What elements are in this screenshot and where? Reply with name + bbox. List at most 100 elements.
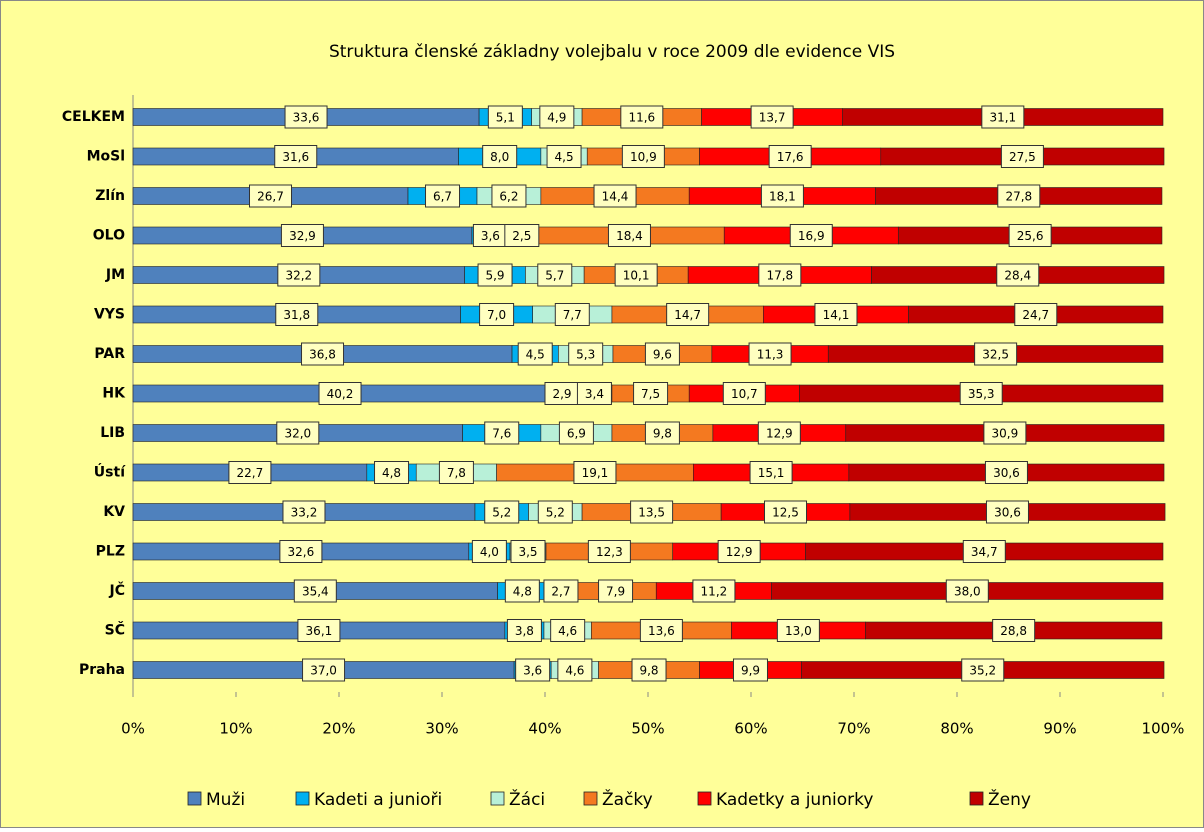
data-label: 4,5 [555, 150, 574, 164]
data-label-box [438, 461, 474, 484]
data-label: 35,3 [968, 387, 995, 401]
y-tick-label: MoSl [87, 149, 125, 165]
data-label: 7,6 [492, 427, 511, 441]
legend-label: Ženy [988, 788, 1031, 810]
data-label: 12,9 [766, 427, 793, 441]
data-label: 9,8 [653, 427, 672, 441]
data-label: 4,8 [513, 585, 532, 599]
y-tick-label: JM [105, 267, 125, 283]
y-tick-label: JČ [109, 581, 125, 599]
data-label-box [814, 303, 858, 326]
data-label: 30,6 [993, 466, 1020, 480]
data-label-box [974, 342, 1018, 366]
data-label: 32,9 [289, 229, 316, 243]
data-label: 13,7 [759, 111, 786, 125]
data-label: 38,0 [954, 585, 981, 599]
data-label-box [543, 579, 579, 603]
data-label: 4,5 [526, 348, 545, 362]
data-label: 11,2 [701, 585, 728, 599]
data-label: 3,5 [518, 545, 537, 559]
data-label: 26,7 [257, 190, 284, 204]
data-label: 7,5 [641, 387, 660, 401]
data-label: 6,2 [499, 190, 518, 204]
y-tick-label: PLZ [96, 544, 125, 560]
chart-title: Struktura členské základny volejbalu v r… [329, 42, 895, 62]
data-label: 14,4 [602, 190, 629, 204]
data-label: 32,6 [288, 545, 315, 559]
data-label-box [301, 342, 345, 366]
data-label: 7,9 [606, 585, 625, 599]
data-label-box [717, 540, 761, 563]
data-label-box [587, 540, 631, 563]
data-label: 27,5 [1009, 150, 1036, 164]
data-label-box [510, 540, 546, 563]
y-tick-label: PAR [94, 346, 125, 362]
data-label: 19,1 [582, 466, 609, 480]
data-label: 28,8 [1000, 624, 1027, 638]
data-label-box [302, 658, 346, 682]
data-label: 3,4 [585, 387, 604, 401]
legend-swatch [295, 791, 310, 806]
data-label-box [568, 342, 604, 366]
data-label: 31,1 [989, 111, 1016, 125]
data-label: 12,5 [772, 506, 799, 520]
data-label-box [985, 500, 1029, 524]
data-label-box [722, 382, 766, 405]
data-label: 36,1 [306, 624, 333, 638]
legend-swatch [583, 791, 598, 806]
data-label: 35,2 [969, 664, 996, 678]
data-label: 25,6 [1017, 229, 1044, 243]
data-label-box [546, 145, 582, 168]
legend-label: Muži [206, 790, 245, 810]
data-label: 8,0 [490, 150, 509, 164]
data-label-box [666, 303, 710, 326]
data-label: 9,6 [653, 348, 672, 362]
data-label-box [573, 461, 617, 484]
data-label: 17,8 [766, 269, 793, 283]
data-label-box [732, 658, 768, 682]
y-tick-label: Ústí [94, 463, 126, 481]
data-label: 22,7 [237, 466, 264, 480]
data-label: 24,7 [1022, 308, 1049, 322]
data-label: 6,7 [433, 190, 452, 204]
data-label: 28,4 [1004, 269, 1031, 283]
data-label-box [598, 579, 634, 603]
legend-label: Kadeti a junioři [314, 790, 442, 810]
data-label: 35,4 [302, 585, 329, 599]
y-tick-label: VYS [94, 307, 125, 323]
data-label: 4,9 [547, 111, 566, 125]
data-label: 14,7 [674, 308, 701, 322]
data-label: 34,7 [971, 545, 998, 559]
x-tick-label: 80% [940, 720, 973, 738]
data-label-box [789, 224, 833, 247]
legend-label: Žačky [602, 788, 653, 810]
data-label-box [484, 500, 520, 524]
data-label-box [515, 658, 551, 682]
data-label-box [984, 461, 1028, 484]
data-label-box [962, 540, 1006, 563]
legend-swatch [187, 791, 202, 806]
data-label-box [607, 224, 651, 247]
data-label: 31,8 [283, 308, 310, 322]
data-label-box [981, 105, 1025, 129]
data-label: 4,0 [480, 545, 499, 559]
data-label-box [557, 658, 593, 682]
data-label-box [614, 263, 658, 287]
data-label: 36,8 [309, 348, 336, 362]
data-label-box [504, 579, 540, 603]
data-label-box [293, 579, 337, 603]
data-label-box [482, 145, 518, 168]
data-label: 4,6 [558, 624, 577, 638]
data-label: 4,8 [382, 466, 401, 480]
data-label: 37,0 [310, 664, 337, 678]
data-label: 2,9 [552, 387, 571, 401]
x-tick-label: 10% [219, 720, 252, 738]
data-label-box [477, 263, 513, 287]
x-tick-label: 100% [1142, 720, 1185, 738]
data-label: 14,1 [823, 308, 850, 322]
data-label: 13,5 [638, 506, 665, 520]
data-label: 32,0 [284, 427, 311, 441]
data-label-box [631, 658, 667, 682]
x-tick-label: 30% [425, 720, 458, 738]
